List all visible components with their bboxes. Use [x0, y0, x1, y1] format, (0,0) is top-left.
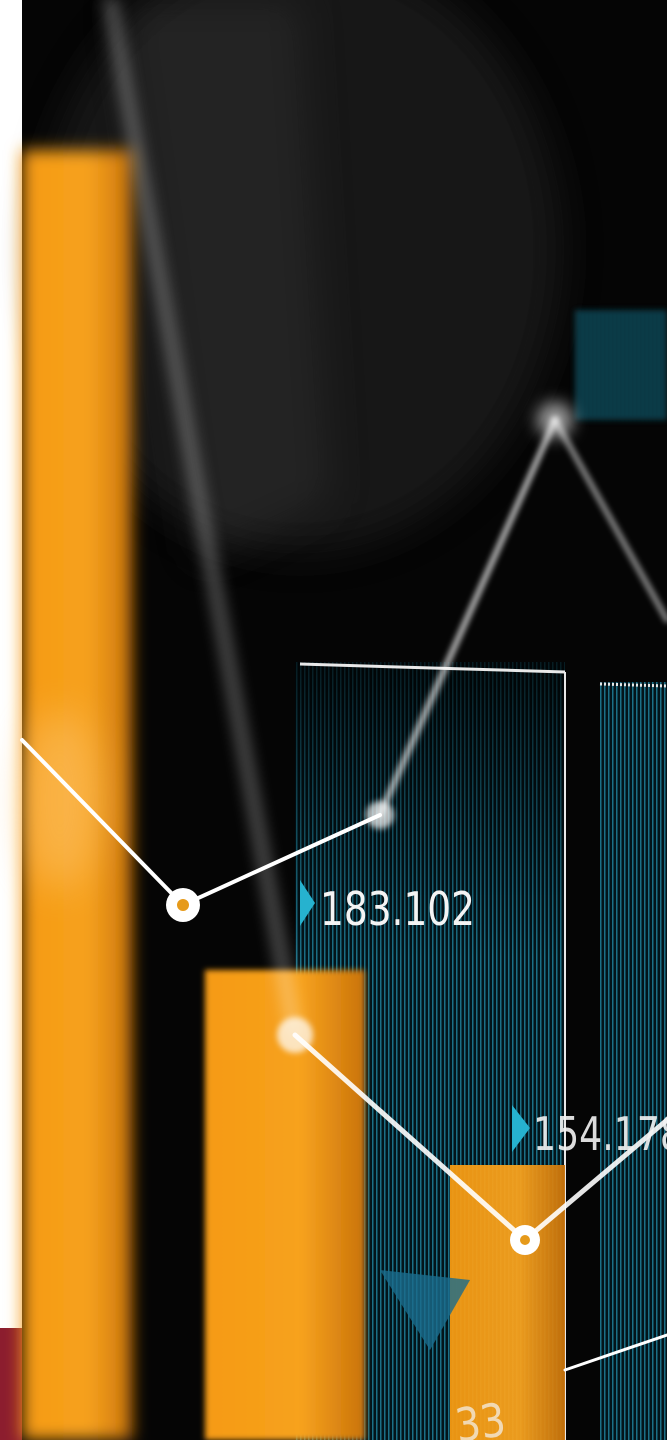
photo [20, 0, 667, 1440]
chart-value-label: 33 [452, 1392, 509, 1440]
chart-value-label: 183.102 [320, 882, 475, 936]
left-strip-accent [0, 1328, 22, 1440]
left-strip [0, 0, 22, 1328]
chart-value-label: 154.178 [533, 1107, 667, 1161]
